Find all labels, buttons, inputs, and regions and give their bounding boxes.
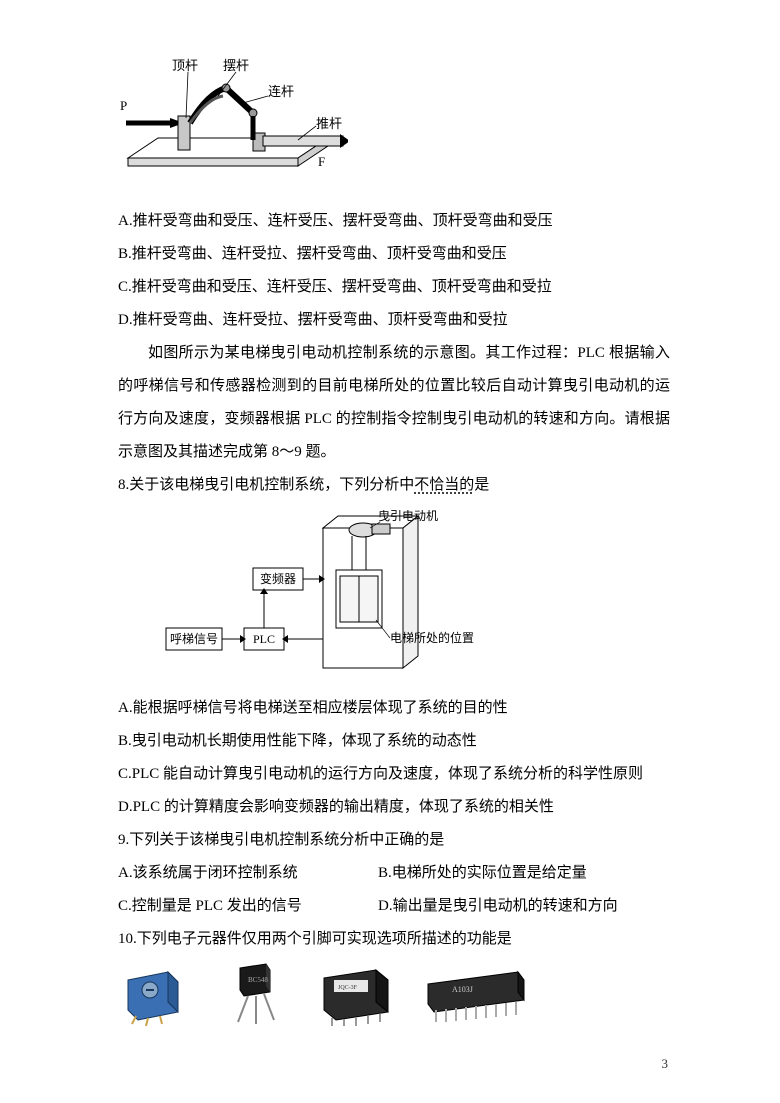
q8-stem-ul: 不恰当的 — [414, 477, 474, 493]
q9-option-b: B.电梯所处的实际位置是给定量 — [378, 857, 670, 890]
label-P: P — [120, 98, 127, 113]
figure-linkage: P 顶杆 摆杆 连杆 推杆 F — [118, 48, 670, 193]
label-lian: 连杆 — [268, 84, 294, 99]
component-relay-icon: JQC-3F — [312, 962, 398, 1026]
label-motor: 曳引电动机 — [378, 510, 438, 523]
svg-text:JQC-3F: JQC-3F — [338, 985, 358, 991]
q9-stem: 9.下列关于该梯曳引电机控制系统分析中正确的是 — [118, 824, 670, 857]
component-potentiometer-icon — [118, 962, 194, 1026]
q9-option-d: D.输出量是曳引电动机的转速和方向 — [378, 890, 670, 923]
q8-stem-b: 是 — [474, 477, 489, 493]
q9-option-c: C.控制量是 PLC 发出的信号 — [118, 890, 378, 923]
figure-elevator: 变频器 呼梯信号 PLC 曳引电动机 电梯所处的位置 — [158, 510, 670, 680]
svg-text:A103J: A103J — [452, 985, 473, 994]
label-pos: 电梯所处的位置 — [390, 630, 474, 645]
q7-option-d: D.推杆受弯曲、连杆受拉、摆杆受弯曲、顶杆受弯曲和受拉 — [118, 304, 670, 337]
label-tui: 推杆 — [316, 116, 342, 131]
q9-option-a: A.该系统属于闭环控制系统 — [118, 857, 378, 890]
q7-option-c: C.推杆受弯曲和受压、连杆受压、摆杆受弯曲、顶杆受弯曲和受拉 — [118, 271, 670, 304]
svg-text:BC548: BC548 — [248, 976, 268, 984]
component-row: BC548 JQC-3F A103J — [118, 962, 670, 1026]
q8-option-c: C.PLC 能自动计算曳引电动机的运行方向及速度，体现了系统分析的科学性原则 — [118, 758, 670, 791]
label-call: 呼梯信号 — [170, 632, 218, 646]
q8-stem: 8.关于该电梯曳引电机控制系统，下列分析中不恰当的是 — [118, 469, 670, 502]
label-F: F — [318, 154, 325, 169]
component-transistor-icon: BC548 — [218, 962, 288, 1026]
q7-option-b: B.推杆受弯曲、连杆受拉、摆杆受弯曲、顶杆受弯曲和受压 — [118, 238, 670, 271]
component-sip-array-icon: A103J — [422, 962, 532, 1026]
q10-stem: 10.下列电子元器件仅用两个引脚可实现选项所描述的功能是 — [118, 923, 670, 956]
q8-option-d: D.PLC 的计算精度会影响变频器的输出精度，体现了系统的相关性 — [118, 791, 670, 824]
q8-option-a: A.能根据呼梯信号将电梯送至相应楼层体现了系统的目的性 — [118, 692, 670, 725]
context-paragraph: 如图所示为某电梯曳引电动机控制系统的示意图。其工作过程：PLC 根据输入的呼梯信… — [118, 337, 670, 469]
label-plc: PLC — [253, 632, 275, 646]
label-bai: 摆杆 — [223, 58, 249, 73]
q8-option-b: B.曳引电动机长期使用性能下降，体现了系统的动态性 — [118, 725, 670, 758]
q7-option-a: A.推杆受弯曲和受压、连杆受压、摆杆受弯曲、顶杆受弯曲和受压 — [118, 205, 670, 238]
label-ding: 顶杆 — [172, 58, 198, 73]
q8-stem-a: 8.关于该电梯曳引电机控制系统，下列分析中 — [118, 477, 414, 493]
page-number: 3 — [662, 1050, 669, 1079]
label-inverter: 变频器 — [260, 571, 296, 586]
